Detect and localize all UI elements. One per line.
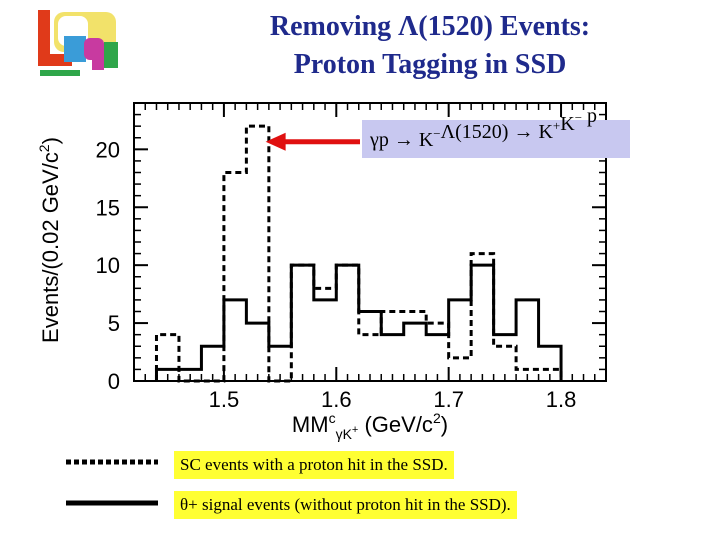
x-axis-label: MMcγK+ (GeV/c2) xyxy=(292,410,448,442)
y-tick-label: 15 xyxy=(96,195,120,220)
x-tick-label: 1.5 xyxy=(209,387,240,412)
title-line-2: Proton Tagging in SSD xyxy=(293,49,567,80)
legend-swatches xyxy=(66,459,158,506)
series-dashed-histogram xyxy=(154,124,563,383)
annotation-arrow-head xyxy=(265,132,286,151)
y-axis-label: Events/(0.02 GeV/c2) xyxy=(36,137,63,343)
legend-solid-label: θ+ signal events (without proton hit in … xyxy=(174,491,517,519)
y-tick-label: 0 xyxy=(108,369,120,394)
series-solid-histogram xyxy=(154,263,563,381)
annotation-reaction-text: γp → K−Λ(1520) → K+K− p xyxy=(369,105,597,151)
x-tick-label: 1.8 xyxy=(546,387,577,412)
annotation-box xyxy=(362,120,630,158)
leps-logo-icon xyxy=(34,8,124,82)
y-tick-label: 10 xyxy=(96,253,120,278)
page-title: Removing Λ(1520) Events: Proton Tagging … xyxy=(170,8,690,84)
y-tick-label: 20 xyxy=(96,137,120,162)
title-line-1: Removing Λ(1520) Events: xyxy=(269,11,591,42)
x-tick-label: 1.6 xyxy=(321,387,352,412)
legend-dashed-label: SC events with a proton hit in the SSD. xyxy=(174,451,454,479)
y-tick-label: 5 xyxy=(108,311,120,336)
x-tick-label: 1.7 xyxy=(433,387,464,412)
